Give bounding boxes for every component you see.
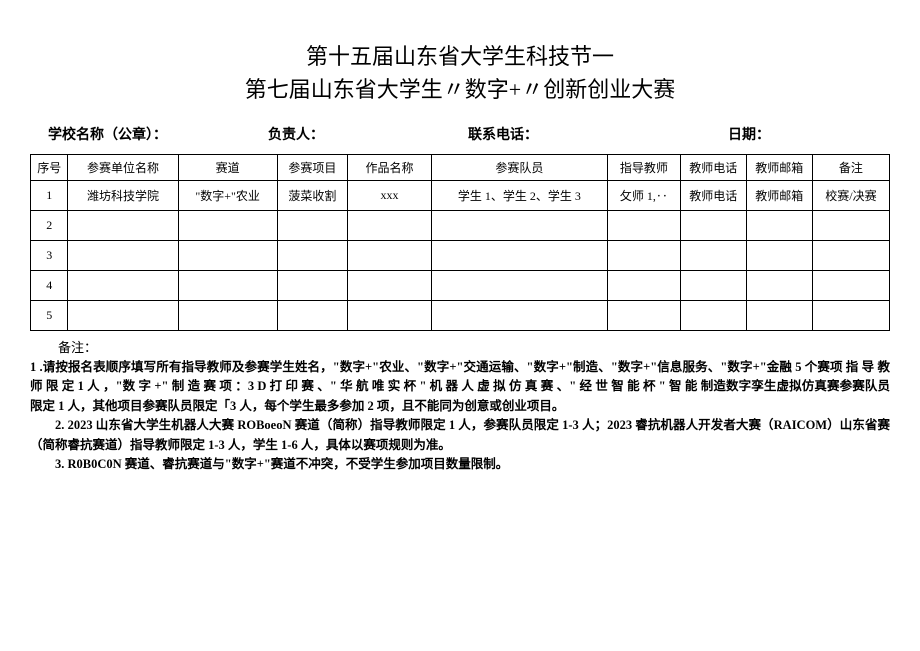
cell-track [178,211,277,241]
cell-teacher [608,211,681,241]
cell-track [178,241,277,271]
cell-idx: 2 [31,211,68,241]
cell-project: 菠菜收割 [277,181,347,211]
col-unit: 参赛单位名称 [68,155,178,181]
cell-note [812,271,889,301]
meta-school: 学校名称（公章）： [48,124,268,144]
table-row: 3 [31,241,890,271]
cell-tmail [746,271,812,301]
cell-unit [68,301,178,331]
meta-leader: 负责人： [268,124,468,144]
cell-track: "数字+"农业 [178,181,277,211]
cell-tmail [746,211,812,241]
cell-project [277,271,347,301]
title-line-1: 第十五届山东省大学生科技节一 [30,40,890,73]
cell-tphone [680,301,746,331]
cell-note [812,241,889,271]
col-tphone: 教师电话 [680,155,746,181]
col-teacher: 指导教师 [608,155,681,181]
table-body: 1潍坊科技学院"数字+"农业菠菜收割xxx学生 1、学生 2、学生 3攵师 1,… [31,181,890,331]
meta-date: 日期： [728,124,890,144]
cell-note: 校赛/决赛 [812,181,889,211]
cell-team: 学生 1、学生 2、学生 3 [431,181,607,211]
cell-tmail [746,241,812,271]
cell-work [348,271,432,301]
table-row: 1潍坊科技学院"数字+"农业菠菜收割xxx学生 1、学生 2、学生 3攵师 1,… [31,181,890,211]
cell-unit [68,271,178,301]
title-block: 第十五届山东省大学生科技节一 第七届山东省大学生〃数字+〃创新创业大赛 [30,40,890,106]
table-header-row: 序号 参赛单位名称 赛道 参赛项目 作品名称 参赛队员 指导教师 教师电话 教师… [31,155,890,181]
note-1: 1 .请按报名表顺序填写所有指导教师及参赛学生姓名，"数字+"农业、"数字+"交… [30,358,890,416]
cell-project [277,211,347,241]
cell-team [431,241,607,271]
col-track: 赛道 [178,155,277,181]
cell-tphone [680,211,746,241]
cell-project [277,301,347,331]
meta-phone: 联系电话： [468,124,728,144]
table-row: 2 [31,211,890,241]
cell-note [812,301,889,331]
col-tmail: 教师邮箱 [746,155,812,181]
cell-note [812,211,889,241]
cell-track [178,301,277,331]
cell-team [431,211,607,241]
cell-work [348,301,432,331]
cell-tphone [680,271,746,301]
cell-teacher: 攵师 1,‥ [608,181,681,211]
col-idx: 序号 [31,155,68,181]
cell-work: xxx [348,181,432,211]
cell-unit [68,211,178,241]
notes-block: 1 .请按报名表顺序填写所有指导教师及参赛学生姓名，"数字+"农业、"数字+"交… [30,358,890,474]
col-work: 作品名称 [348,155,432,181]
cell-teacher [608,271,681,301]
col-note: 备注 [812,155,889,181]
note-2: 2. 2023 山东省大学生机器人大赛 ROBoeoN 赛道（简称）指导教师限定… [30,416,890,455]
title-line-2: 第七届山东省大学生〃数字+〃创新创业大赛 [30,73,890,106]
cell-work [348,211,432,241]
cell-project [277,241,347,271]
cell-idx: 5 [31,301,68,331]
note-3: 3. R0B0C0N 赛道、睿抗赛道与"数字+"赛道不冲突，不受学生参加项目数量… [30,455,890,474]
meta-row: 学校名称（公章）： 负责人： 联系电话： 日期： [30,124,890,144]
cell-unit: 潍坊科技学院 [68,181,178,211]
cell-work [348,241,432,271]
cell-tmail: 教师邮箱 [746,181,812,211]
table-row: 5 [31,301,890,331]
cell-idx: 1 [31,181,68,211]
cell-idx: 4 [31,271,68,301]
col-project: 参赛项目 [277,155,347,181]
registration-table: 序号 参赛单位名称 赛道 参赛项目 作品名称 参赛队员 指导教师 教师电话 教师… [30,154,890,331]
cell-team [431,301,607,331]
cell-tmail [746,301,812,331]
cell-idx: 3 [31,241,68,271]
cell-unit [68,241,178,271]
cell-teacher [608,241,681,271]
cell-tphone [680,241,746,271]
cell-tphone: 教师电话 [680,181,746,211]
notes-label: 备注： [58,337,890,356]
table-row: 4 [31,271,890,301]
cell-track [178,271,277,301]
cell-team [431,271,607,301]
col-team: 参赛队员 [431,155,607,181]
cell-teacher [608,301,681,331]
